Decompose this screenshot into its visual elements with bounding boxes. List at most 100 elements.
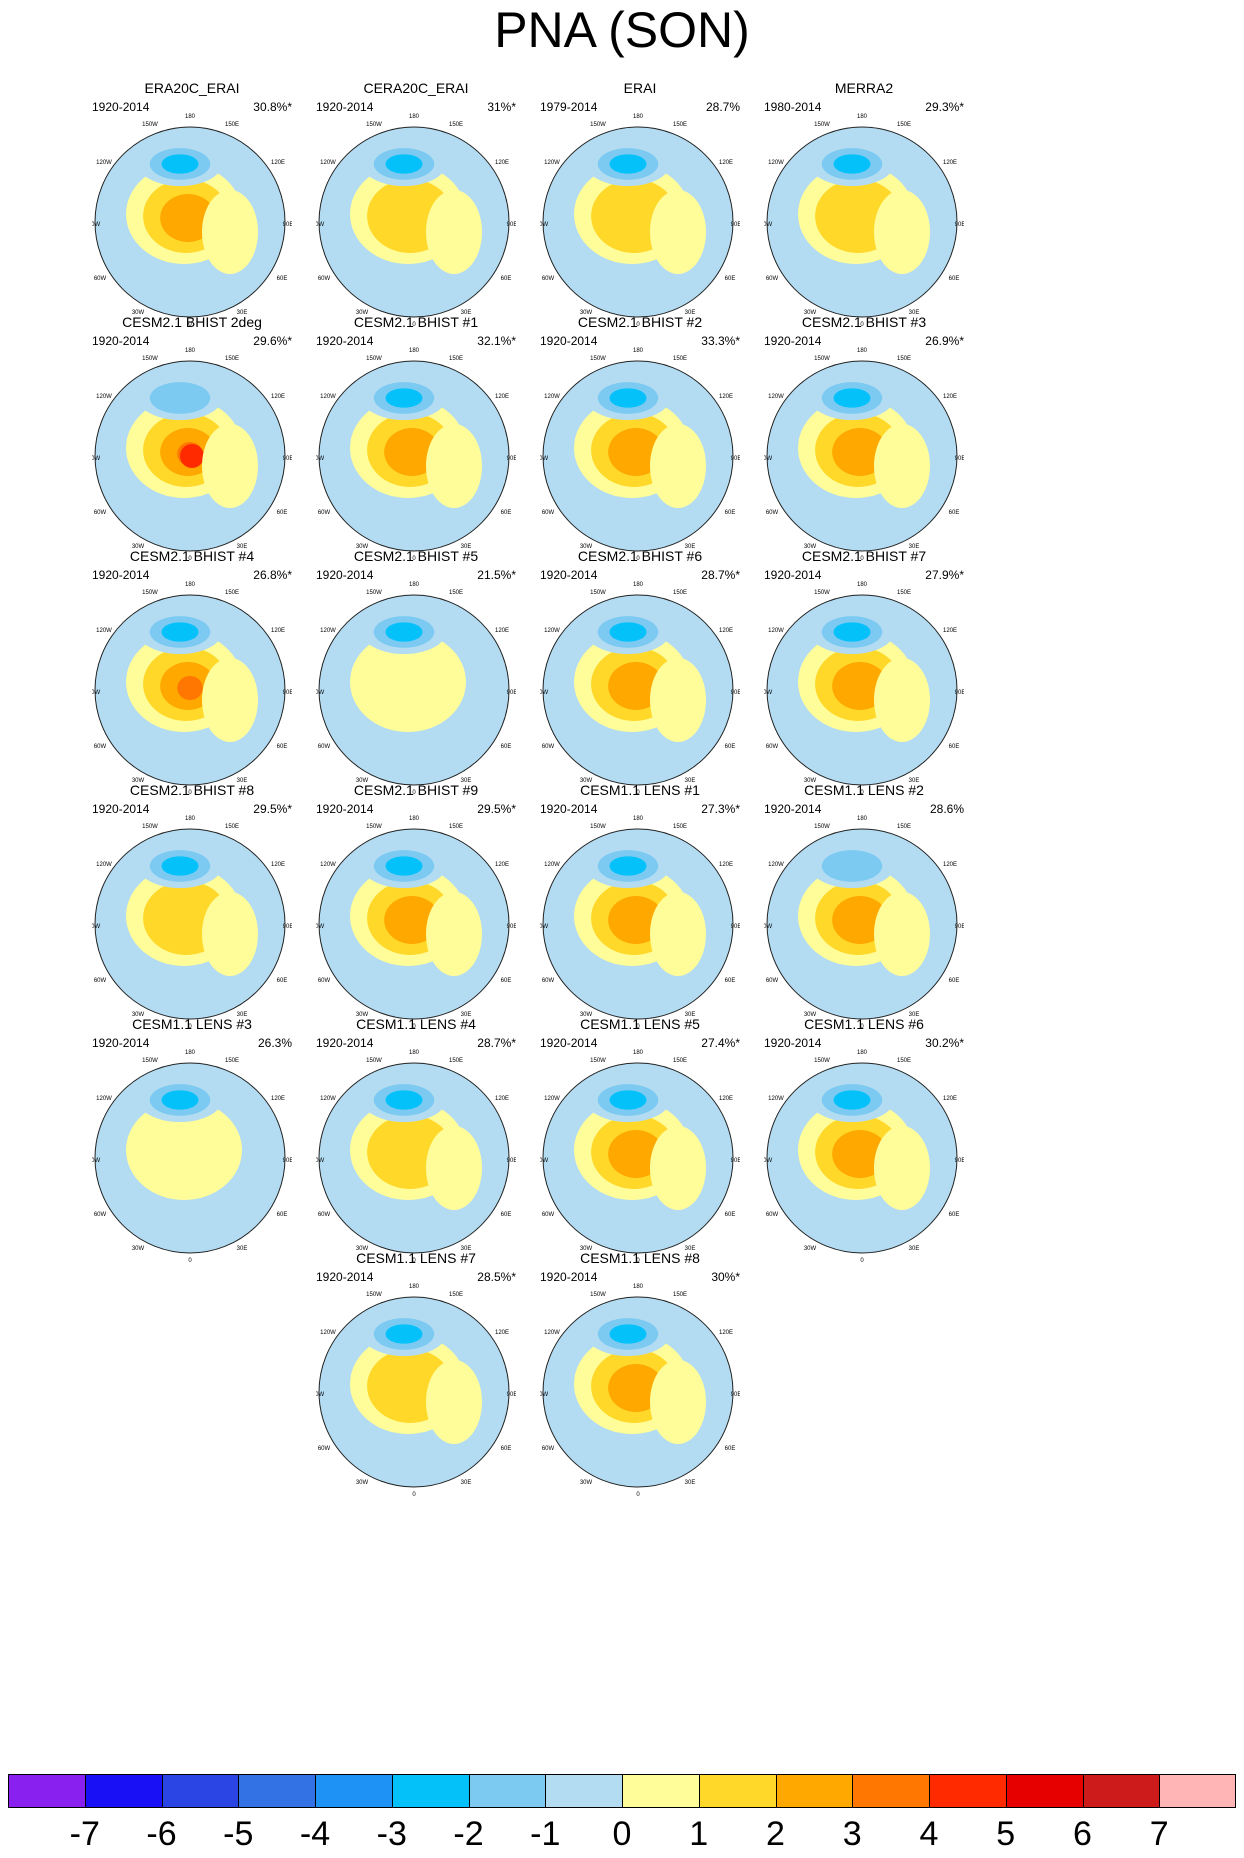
longitude-label: 90E: [507, 1158, 516, 1164]
positive-contour-band: [874, 190, 930, 274]
panel-variance: 30.2%*: [925, 1036, 964, 1050]
longitude-label: 120W: [96, 1096, 112, 1102]
panel-title: CESM1.1 LENS #8: [580, 1250, 700, 1266]
polar-map: 180 150W 150E 120W 120E 90W 90E 60W 60E 30W 30E 0: [316, 816, 516, 1030]
longitude-label: 120E: [719, 1096, 733, 1102]
longitude-label: 30W: [580, 1480, 593, 1486]
longitude-label: 90E: [283, 690, 292, 696]
map-border: [542, 594, 734, 786]
positive-contour-band: [384, 428, 440, 476]
colorbar-label: -1: [530, 1815, 561, 1853]
longitude-label: 90E: [507, 222, 516, 228]
positive-contour-band: [608, 896, 664, 944]
panel-variance: 31%*: [487, 100, 516, 114]
negative-contour-band: [161, 154, 199, 174]
longitude-label: 30W: [804, 1012, 817, 1018]
map-border: [766, 594, 958, 786]
longitude-label: 90E: [955, 222, 964, 228]
panel-title: CESM2.1 BHIST #6: [577, 548, 703, 564]
longitude-label: 60E: [949, 1212, 960, 1218]
panel-period: 1920-2014: [92, 100, 150, 114]
panel-period: 1920-2014: [764, 802, 822, 816]
panel-period: 1920-2014: [316, 802, 374, 816]
colorbar-label: -2: [453, 1815, 484, 1853]
map-panel: CESM1.1 LENS #1 1920-2014 27.3%* 180 150W 150…: [540, 782, 792, 1042]
positive-contour-band: [202, 892, 258, 976]
anomaly-field: [767, 361, 957, 551]
anomaly-field: [95, 361, 285, 551]
positive-contour-band: [426, 892, 482, 976]
longitude-label: 120E: [719, 628, 733, 634]
panel-title: CESM2.1 BHIST #5: [353, 548, 479, 564]
negative-contour-band: [833, 154, 871, 174]
longitude-label: 30W: [132, 1012, 145, 1018]
longitude-label: 180: [857, 114, 868, 120]
longitude-label: 150W: [142, 1058, 158, 1064]
longitude-label: 150W: [590, 122, 606, 128]
longitude-label: 120E: [495, 628, 509, 634]
colorbar-box: [468, 1774, 546, 1808]
panel-variance: 28.7%: [705, 100, 740, 114]
positive-contour-band: [177, 676, 203, 700]
longitude-label: 150W: [366, 824, 382, 830]
panel-period: 1920-2014: [92, 568, 150, 582]
longitude-label: 30E: [909, 778, 920, 784]
longitude-label: 90E: [283, 924, 292, 930]
longitude-label: 150W: [814, 824, 830, 830]
anomaly-field: [95, 595, 285, 785]
map-panel: CESM2.1 BHIST 2deg 1920-2014 29.6%* 180 150W…: [92, 314, 344, 574]
longitude-label: 30E: [461, 1012, 472, 1018]
longitude-label: 0: [636, 1492, 640, 1498]
map-panel: MERRA2 1980-2014 29.3%* 180 150W 150E 120W 120E…: [764, 80, 1016, 340]
panel-title: CESM1.1 LENS #1: [580, 782, 700, 798]
panel-title: CESM2.1 BHIST #4: [129, 548, 255, 564]
panel-title: CESM2.1 BHIST #7: [801, 548, 927, 564]
longitude-label: 120E: [495, 1330, 509, 1336]
longitude-label: 60E: [725, 510, 736, 516]
map-panel: CESM1.1 LENS #3 1920-2014 26.3% 180 150W 150E…: [92, 1016, 344, 1276]
longitude-label: 60W: [94, 1212, 107, 1218]
panel-title: CESM2.1 BHIST #8: [129, 782, 255, 798]
longitude-label: 90W: [764, 924, 773, 930]
longitude-label: 90W: [764, 690, 773, 696]
map-panel: CESM2.1 BHIST #8 1920-2014 29.5%* 180 150W 15…: [92, 782, 344, 1042]
longitude-label: 0: [188, 556, 192, 562]
longitude-label: 30E: [461, 1246, 472, 1252]
panel-variance: 28.6%: [929, 802, 964, 816]
polar-map: 180 150W 150E 120W 120E 90W 90E 60W 60E 30W 30E 0: [316, 582, 516, 796]
positive-contour-band: [874, 1126, 930, 1210]
panel-title: ERA20C_ERAI: [144, 80, 240, 96]
polar-map: 180 150W 150E 120W 120E 90W 90E 60W 60E 30W 30E 0: [92, 348, 292, 562]
longitude-label: 60W: [542, 1212, 555, 1218]
panel-period: 1920-2014: [764, 568, 822, 582]
longitude-label: 150E: [673, 356, 687, 362]
longitude-label: 150W: [590, 824, 606, 830]
negative-contour-band: [161, 1090, 199, 1110]
longitude-label: 30E: [685, 1480, 696, 1486]
figure-title: PNA (SON): [494, 2, 750, 58]
map-border: [94, 360, 286, 552]
panel-variance: 27.3%*: [701, 802, 740, 816]
longitude-label: 90W: [316, 222, 325, 228]
longitude-label: 90E: [955, 456, 964, 462]
longitude-label: 90W: [316, 456, 325, 462]
longitude-label: 90W: [540, 222, 549, 228]
longitude-label: 150W: [366, 356, 382, 362]
negative-contour-band: [161, 856, 199, 876]
positive-contour-band: [832, 896, 888, 944]
panel-variance: 29.5%*: [477, 802, 516, 816]
colorbar-box: [315, 1774, 392, 1808]
longitude-label: 120E: [495, 1096, 509, 1102]
polar-map: 180 150W 150E 120W 120E 90W 90E 60W 60E 30W 30E 0: [316, 1050, 516, 1264]
longitude-label: 150E: [673, 590, 687, 596]
positive-contour-band: [874, 892, 930, 976]
panel-period: 1920-2014: [540, 1036, 598, 1050]
longitude-label: 150W: [366, 1058, 382, 1064]
longitude-label: 30E: [461, 778, 472, 784]
longitude-label: 60W: [766, 744, 779, 750]
panel-period: 1920-2014: [92, 1036, 150, 1050]
longitude-label: 90E: [507, 690, 516, 696]
longitude-label: 180: [409, 816, 420, 822]
map-border: [542, 360, 734, 552]
longitude-label: 60W: [542, 744, 555, 750]
